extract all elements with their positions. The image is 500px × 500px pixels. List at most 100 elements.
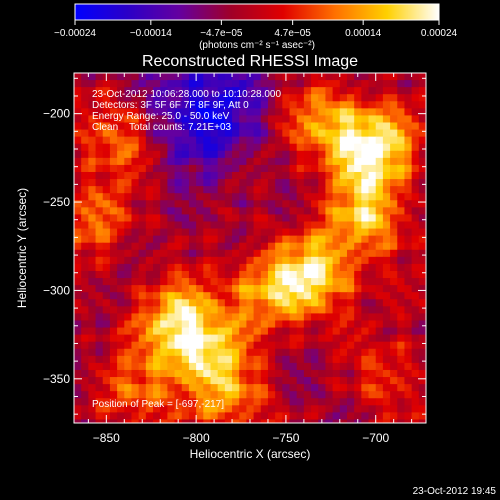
heatmap-cell — [232, 256, 240, 265]
heatmap-cell — [196, 136, 204, 145]
heatmap-cell — [210, 405, 219, 413]
heatmap-cell — [339, 391, 348, 399]
heatmap-cell — [109, 207, 118, 215]
heatmap-cell — [382, 384, 391, 392]
heatmap-cell — [375, 143, 384, 152]
heatmap-cell — [174, 214, 183, 222]
heatmap-cell — [339, 242, 348, 251]
heatmap-cell — [246, 186, 255, 194]
heatmap-cell — [282, 313, 291, 321]
heatmap-cell — [375, 179, 384, 187]
heatmap-cell — [160, 362, 168, 371]
heatmap-cell — [74, 80, 82, 88]
heatmap-cell — [88, 108, 97, 116]
heatmap-cell — [282, 94, 291, 102]
heatmap-cell — [124, 348, 132, 357]
heatmap-cell — [153, 115, 161, 123]
heatmap-cell — [397, 136, 405, 145]
heatmap-cell — [160, 292, 168, 300]
heatmap-cell — [382, 377, 391, 385]
heatmap-cell — [196, 327, 204, 336]
heatmap-cell — [260, 320, 269, 329]
heatmap-cell — [217, 143, 226, 152]
heatmap-cell — [88, 171, 97, 180]
heatmap-cell — [296, 256, 305, 265]
heatmap-cell — [160, 228, 168, 237]
heatmap-cell — [217, 249, 226, 258]
heatmap-cell — [117, 221, 125, 230]
heatmap-cell — [267, 369, 276, 378]
heatmap-cell — [368, 157, 377, 166]
heatmap-cell — [81, 242, 89, 251]
heatmap-cell — [74, 101, 82, 109]
heatmap-cell — [181, 115, 190, 123]
heatmap-cell — [203, 129, 211, 138]
heatmap-cell — [246, 320, 255, 329]
heatmap-cell — [102, 398, 111, 406]
heatmap-cell — [375, 214, 384, 222]
heatmap-cell — [311, 186, 319, 194]
heatmap-cell — [109, 221, 118, 230]
heatmap-cell — [375, 348, 384, 357]
heatmap-cell — [81, 207, 89, 215]
heatmap-cell — [346, 221, 355, 230]
heatmap-cell — [375, 242, 384, 251]
heatmap-cell — [217, 207, 226, 215]
heatmap-cell — [95, 214, 104, 222]
heatmap-cell — [232, 87, 240, 95]
heatmap-cell — [102, 249, 111, 258]
heatmap-cell — [239, 143, 247, 152]
heatmap-cell — [188, 419, 197, 423]
heatmap-cell — [253, 108, 262, 116]
heatmap-cell — [196, 101, 204, 109]
heatmap-cell — [418, 355, 426, 364]
heatmap-cell — [289, 101, 298, 109]
heatmap-cell — [109, 129, 118, 138]
heatmap-cell — [196, 242, 204, 251]
heatmap-cell — [224, 207, 233, 215]
heatmap-cell — [368, 171, 377, 180]
heatmap-cell — [260, 228, 269, 237]
heatmap-cell — [210, 348, 219, 357]
heatmap-cell — [232, 186, 240, 194]
heatmap-cell — [404, 143, 413, 152]
heatmap-cell — [275, 313, 283, 321]
heatmap-cell — [411, 299, 420, 307]
heatmap-cell — [411, 214, 420, 222]
heatmap-cell — [339, 249, 348, 258]
heatmap-cell — [332, 122, 341, 131]
heatmap-cell — [246, 355, 255, 364]
heatmap-cell — [196, 285, 204, 293]
heatmap-cell — [325, 419, 334, 423]
heatmap-cell — [289, 87, 298, 95]
heatmap-cell — [153, 285, 161, 293]
heatmap-cell — [346, 384, 355, 392]
heatmap-cell — [124, 377, 132, 385]
heatmap-cell — [160, 171, 168, 180]
heatmap-cell — [160, 327, 168, 336]
heatmap-cell — [404, 228, 413, 237]
heatmap-cell — [346, 348, 355, 357]
heatmap-cell — [311, 143, 319, 152]
heatmap-cell — [296, 157, 305, 166]
heatmap-cell — [418, 108, 426, 116]
heatmap-cell — [289, 377, 298, 385]
heatmap-cell — [203, 306, 211, 314]
heatmap-cell — [145, 80, 154, 88]
heatmap-cell — [332, 362, 341, 371]
heatmap-cell — [368, 327, 377, 336]
heatmap-cell — [145, 256, 154, 265]
heatmap-cell — [397, 228, 405, 237]
heatmap-cell — [325, 129, 334, 138]
heatmap-cell — [325, 193, 334, 201]
heatmap-cell — [418, 278, 426, 286]
heatmap-cell — [404, 355, 413, 364]
heatmap-cell — [210, 263, 219, 272]
heatmap-cell — [260, 377, 269, 385]
heatmap-cell — [210, 398, 219, 406]
heatmap-cell — [311, 249, 319, 258]
heatmap-cells — [74, 73, 426, 423]
heatmap-cell — [260, 171, 269, 180]
heatmap-cell — [267, 235, 276, 244]
heatmap-cell — [325, 320, 334, 329]
